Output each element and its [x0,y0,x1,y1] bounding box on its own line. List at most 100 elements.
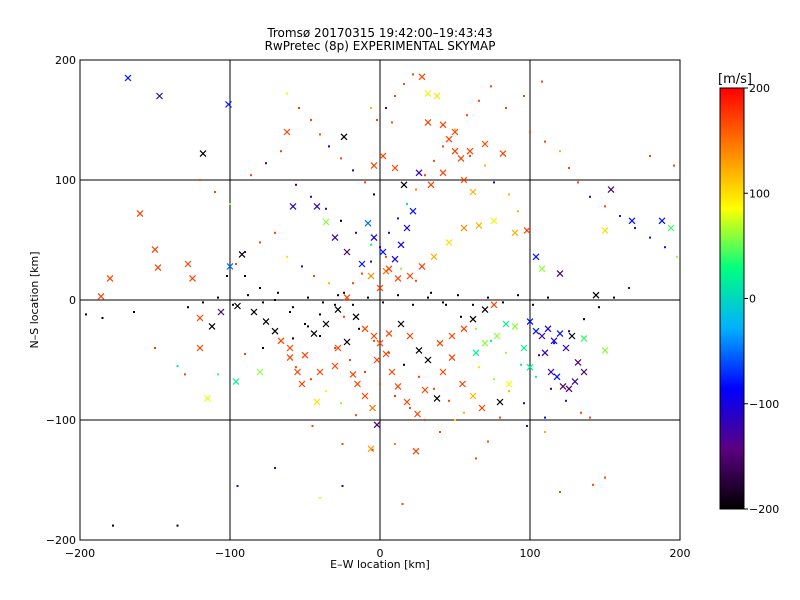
scatter-point-dot [532,303,534,306]
scatter-point-x [418,73,426,81]
scatter-point-dot [397,294,399,297]
scatter-point-dot [523,95,525,97]
scatter-point-dot [493,378,495,381]
scatter-point-x [445,238,453,246]
scatter-point-x [592,291,600,299]
scatter-point-dot [367,296,369,299]
scatter-point-x [225,100,232,108]
scatter-point-dot [628,287,630,289]
scatter-point-dot [502,301,504,304]
scatter-point-dot [394,395,396,397]
scatter-point-dot [649,155,651,157]
scatter-point-x [343,248,351,256]
scatter-point-dot [349,359,351,361]
scatter-point-x [271,327,279,335]
scatter-point-x [415,346,423,354]
scatter-point-x [196,344,204,352]
scatter-point-x [376,284,384,292]
scatter-point-dot [112,524,114,527]
scatter-point-x [433,394,441,402]
scatter-point-dot [538,354,540,357]
scatter-point-x [196,314,204,322]
scatter-point-x [208,322,216,330]
scatter-point-x [106,274,114,282]
scatter-point-x [406,272,414,280]
scatter-point-dot [371,449,374,451]
scatter-point-x [544,325,552,333]
scatter-point-x [97,292,105,300]
scatter-point-dot [352,169,354,172]
scatter-point-x [457,154,465,162]
scatter-point-dot [394,95,396,97]
scatter-point-x [490,301,498,309]
scatter-point-dot [568,330,570,333]
scatter-point-dot [388,351,390,354]
scatter-point-dot [229,203,231,205]
scatter-point-dot [592,483,594,486]
chart-subtitle: RwPretec (8p) EXPERIMENTAL SKYMAP [264,39,496,53]
scatter-point-x [370,234,378,242]
scatter-point-dot [101,317,104,319]
colorbar: [m/s] 200 100 0 −100 −200 [718,72,779,516]
scatter-point-dot [310,119,312,121]
colorbar-tick-label: 200 [749,82,770,95]
scatter-point-dot [583,318,585,321]
scatter-point-x [334,344,342,352]
scatter-point-dot [673,164,675,167]
scatter-point-x [433,92,441,100]
colorbar-tick-label: −200 [749,503,779,516]
scatter-point-dot [328,282,330,285]
scatter-point-dot [547,296,549,299]
scatter-point-x [226,262,234,270]
scatter-point-dot [373,339,375,342]
scatter-point-dot [499,416,501,419]
scatter-point-dot [226,275,228,277]
scatter-point-x [286,354,294,362]
scatter-point-dot [319,497,321,499]
scatter-point-dot [373,193,375,196]
scatter-point-x [430,253,438,261]
scatter-point-dot [493,181,495,184]
scatter-point-x [469,315,477,323]
scatter-point-dot [478,366,480,369]
scatter-point-x [136,210,144,218]
scatter-point-x [232,378,240,386]
scatter-point-dot [433,159,435,162]
scatter-point-dot [565,399,567,402]
scatter-point-dot [604,476,606,479]
scatter-point-x [358,260,366,268]
scatter-point-dot [385,107,387,109]
scatter-point-dot [478,99,480,102]
scatter-point-dot [580,411,582,414]
scatter-point-x [373,356,381,364]
scatter-point-x [199,150,207,158]
scatter-point-x [397,320,405,328]
scatter-point-x [478,404,486,412]
scatter-point-dot [544,416,546,419]
scatter-point-dot [334,303,336,306]
scatter-point-dot [397,217,399,220]
scatter-point-dot [355,414,357,417]
scatter-point-dot [424,419,426,421]
scatter-point-x [523,226,531,234]
scatter-point-x [415,169,423,177]
scatter-point-dot [589,416,591,419]
scatter-point-x [394,274,402,282]
scatter-point-dot [325,390,327,393]
scatter-point-x [424,90,432,98]
scatter-point-dot [301,265,303,268]
scatter-point-dot [406,203,408,205]
scatter-point-dot [341,485,344,487]
scatter-point-dot [412,73,414,76]
scatter-point-dot [598,306,600,309]
scatter-point-dot [484,164,486,167]
scatter-point-x [412,447,420,455]
scatter-point-dot [559,150,561,153]
scatter-point-x [562,344,570,352]
scatter-point-x [451,147,459,155]
scatter-point-dot [385,255,387,258]
scatter-point-dot [286,92,288,95]
scatter-point-dot [526,425,528,427]
scatter-point-x [373,421,381,429]
scatter-point-dot [487,440,489,443]
